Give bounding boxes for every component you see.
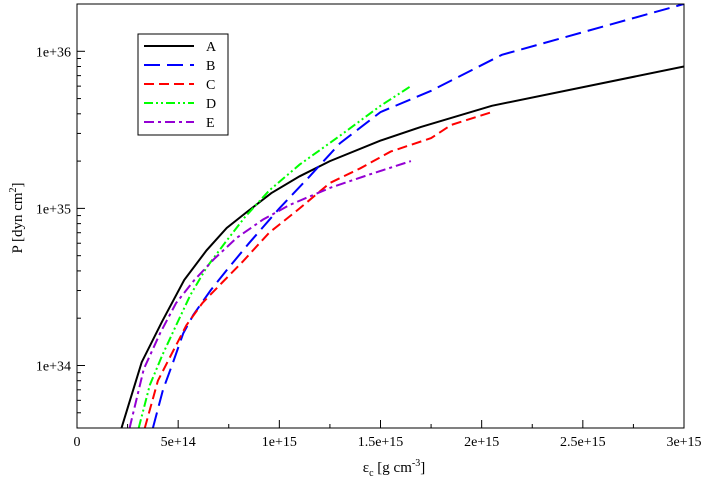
- ticks-layer: 0 5e+14 1e+15 1.5e+15 2e+15 2.5e+15 3e+15 1e+34…: [36, 3, 702, 450]
- legend-label-a: A: [206, 40, 217, 55]
- x-axis-symbol: ε: [363, 460, 369, 476]
- y-axis-units-exp: 2: [8, 187, 19, 192]
- x-tick-label: 1.5e+15: [358, 435, 404, 450]
- y-axis-label: P [dyn cm2]: [8, 182, 26, 253]
- x-tick-label: 0: [74, 435, 81, 450]
- x-axis-units-close: ]: [420, 460, 425, 476]
- series-line-b: [151, 4, 684, 428]
- legend-label-b: B: [206, 59, 215, 74]
- y-tick-label: 1e+36: [36, 45, 71, 60]
- y-axis-units-close: ]: [10, 182, 26, 187]
- series-layer: [120, 4, 684, 428]
- x-axis-units: [g cm: [377, 460, 412, 476]
- x-tick-label: 5e+14: [161, 435, 196, 450]
- x-axis-symbol-sub: c: [369, 468, 374, 479]
- legend-label-d: D: [206, 97, 216, 112]
- series-line-c: [143, 111, 493, 428]
- legend-label-c: C: [206, 78, 215, 93]
- series-line-d: [137, 85, 412, 428]
- x-axis-label: εc [g cm-3]: [363, 458, 425, 479]
- legend-label-e: E: [206, 116, 215, 131]
- y-tick-label: 1e+34: [36, 359, 71, 374]
- series-line-a: [120, 65, 684, 428]
- y-tick-label: 1e+35: [36, 202, 71, 217]
- y-axis-units: P [dyn cm: [10, 192, 26, 253]
- x-tick-label: 1e+15: [262, 435, 297, 450]
- series-line-e: [128, 160, 412, 428]
- x-tick-label: 3e+15: [666, 435, 701, 450]
- x-tick-label: 2e+15: [464, 435, 499, 450]
- x-axis-units-exp: -3: [412, 458, 420, 469]
- x-tick-label: 2.5e+15: [560, 435, 606, 450]
